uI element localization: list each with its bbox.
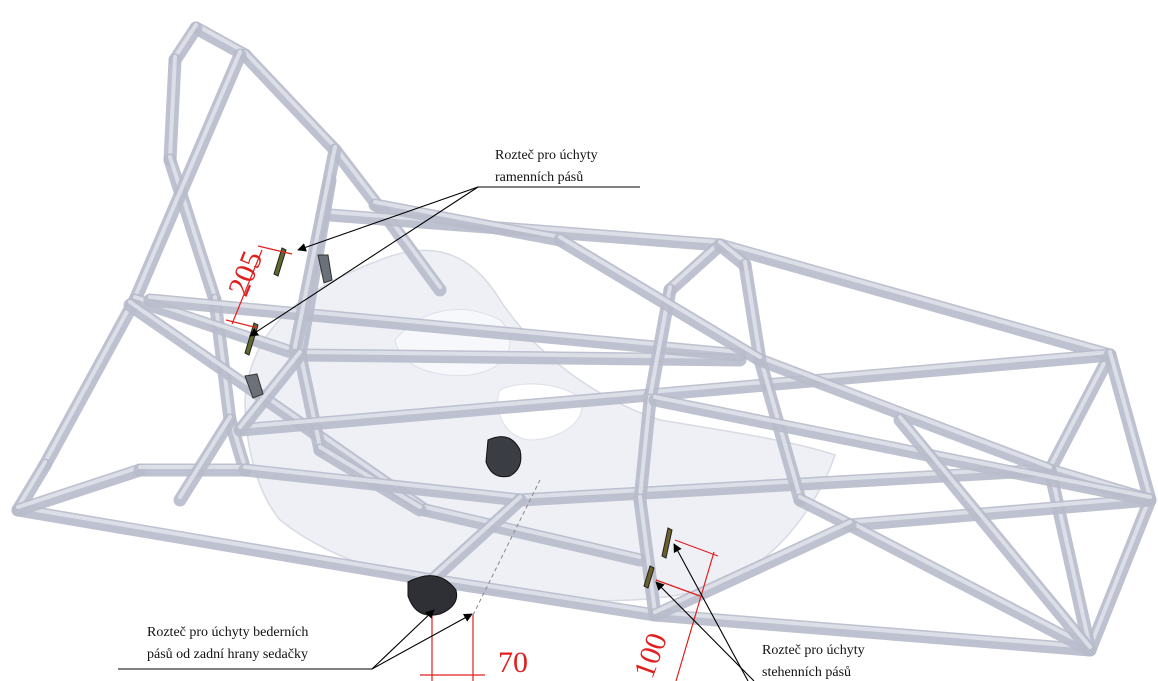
side-bracket-upper [317,254,333,284]
frame-tube-highlight [648,350,1112,394]
frame-tube-highlight [1048,465,1092,649]
side-bracket-lower [244,373,264,399]
frame-tube-highlight [128,300,427,509]
frame-tube-highlight [16,460,47,509]
dimension-shoulder-value: 205 [222,247,269,301]
belt-brackets [244,247,673,616]
dimension-thigh-value: 100 [628,629,674,681]
frame-tube-highlight [848,495,1152,524]
thigh-bracket-lower [643,565,655,589]
frame-tube [123,298,432,517]
frame-tube-highlight [373,200,562,239]
frame-tube-highlight [430,575,657,614]
callout-shoulder-line1: Rozteč pro úchyty [495,148,598,163]
frame-tube-highlight [423,505,642,559]
frame-tube [425,573,662,622]
frame-tube [663,238,727,297]
frame-tube-highlight [238,350,302,429]
frame-tube-highlight [518,465,1052,499]
callout-thigh: Rozteč pro úchyty stehenních pásů [655,543,865,681]
frame-tube [143,293,747,362]
frame-tube-highlight [718,240,1112,354]
frame-tube-highlight [848,520,1092,649]
frame-tube-highlight [653,610,1092,649]
frame-tube [368,198,567,247]
frame-tube-highlight [798,495,852,524]
frame-tube-highlight [638,495,657,614]
frame-tube-highlight [168,155,217,299]
frame-tube-highlight [173,23,198,59]
frame-tube [648,608,1097,657]
thigh-bracket-upper [661,527,673,559]
frame-tube-highlight [16,505,434,579]
frame-tube-highlight [430,495,522,579]
frame-tube [11,503,439,587]
frame-tube-highlight [653,395,1152,499]
frame-tube-highlight [238,390,652,429]
frame-tube-highlight [243,465,522,499]
frame-tube-highlight [743,260,762,359]
frame-tube-highlight [178,415,232,499]
frame-tube-highlight [43,295,137,464]
frame-tube-highlight [718,240,747,264]
frame-tube-highlight [1048,350,1112,469]
frame-tube [643,348,1117,402]
frame-tube-highlight [318,445,422,509]
frame-tube-highlight [898,415,1092,649]
frame-tube [11,463,147,517]
frame-tube-highlight [293,145,337,349]
frame-tube [418,503,647,567]
frame-tube [793,493,857,532]
frame-tube [425,493,527,587]
frame-tube [513,463,1057,507]
frame-tube-highlight [638,395,652,499]
callout-shoulder-line2: ramenních pásů [495,170,583,185]
callout-lap-line1: Rozteč pro úchyty bederních [147,625,308,640]
frame-tube-highlight [668,240,722,289]
frame-tube-highlight [298,350,742,359]
frame-tube-highlight [1108,350,1152,499]
frame-tube-highlight [213,295,232,419]
frame-tube [843,493,1157,532]
lap-buckle-center [485,436,522,478]
frame-tube [293,348,747,367]
frame-tube-highlight [558,235,762,359]
frame-tube-highlight [1088,495,1152,649]
frame-tube-highlight [168,55,177,159]
frame-tube [238,463,527,507]
shoulder-bracket-upper [273,247,287,277]
frame-tube-highlight [653,520,852,614]
dimension-lap: 70 [420,479,541,681]
frame-tube [238,48,342,157]
callout-shoulder: Rozteč pro úchyty ramenních pásů [249,148,640,337]
frame-tube-highlight [298,350,322,449]
frame-tube [648,393,1157,507]
frame-tube [753,353,1057,477]
frame-tube [233,388,657,437]
tube-frame [11,21,1157,657]
frame-tube [128,293,307,362]
frame-tube-highlight [148,295,742,354]
frame-tube-highlight [758,355,1052,469]
callout-lap-line2: pásů od zadní hrany sedačky [147,647,308,662]
callout-thigh-line1: Rozteč pro úchyty [762,643,865,658]
callout-lap: Rozteč pro úchyty bederních pásů od zadn… [118,609,473,670]
frame-tube [553,233,767,367]
frame-tube [648,518,857,622]
frame-tube [713,238,1117,362]
frame-tube-highlight [16,465,142,509]
dimension-lap-value: 70 [498,646,528,679]
frame-tube-highlight [243,50,337,149]
frame-tube-highlight [194,23,247,54]
lap-buckle-rear [407,575,458,616]
frame-tube [843,518,1097,657]
frame-tube-highlight [133,50,242,299]
callout-thigh-line2: stehenních pásů [762,665,851,680]
